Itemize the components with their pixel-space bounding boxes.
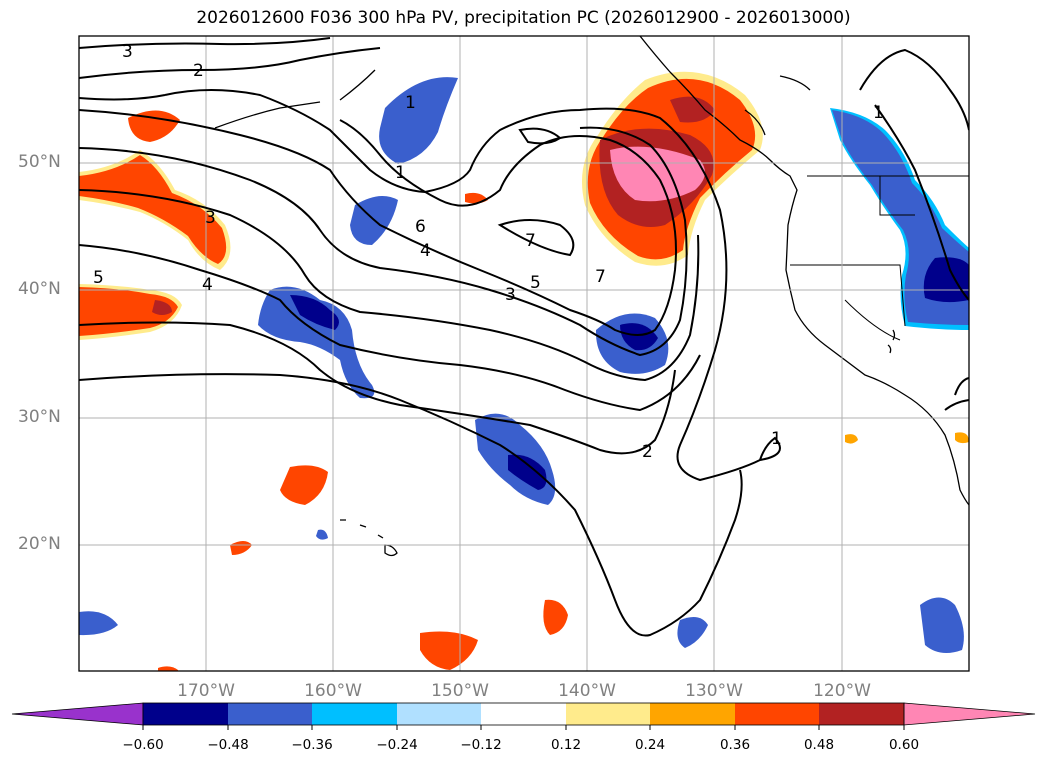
colorbar-tick-label: −0.48 xyxy=(207,737,249,753)
colorbar-extend-max xyxy=(903,702,1036,726)
colorbar-bin xyxy=(566,703,650,725)
lat-label: 20°N xyxy=(18,534,61,554)
pv-label: 1 xyxy=(405,93,416,113)
pv-label: 4 xyxy=(202,275,213,295)
lon-label: 120°W xyxy=(813,681,871,701)
colorbar xyxy=(11,702,1036,730)
pv-label: 7 xyxy=(525,231,536,251)
pv-contour-7-loop-a xyxy=(497,219,575,257)
north-america-coast xyxy=(639,36,969,506)
colorbar-bin xyxy=(312,703,397,725)
colorbar-tick-label: −0.36 xyxy=(291,737,333,753)
coastlines xyxy=(214,36,969,557)
pv-contours xyxy=(79,37,969,637)
map-area: 3 2 1 1 3 6 4 4 5 3 7 7 5 2 1 1 xyxy=(79,36,969,671)
pv-contour-2-south xyxy=(79,373,743,637)
pv-contour-2-north xyxy=(79,47,381,79)
colorbar-tick-label: 0.48 xyxy=(803,737,835,753)
colorbar-bin xyxy=(735,703,819,725)
pv-label: 5 xyxy=(530,273,541,293)
colorbar-tick-label: 0.36 xyxy=(719,737,751,753)
aleutian-islands xyxy=(214,101,321,129)
colorbar-frame xyxy=(142,702,905,726)
pv-label: 6 xyxy=(415,217,426,237)
pv-contour-3-north xyxy=(79,37,331,49)
colorbar-tick-label: −0.60 xyxy=(122,737,164,753)
colorbar-extend-min xyxy=(11,702,144,726)
pv-contour-1-jet xyxy=(164,89,781,482)
colorbar-tick-label: −0.24 xyxy=(376,737,418,753)
chart-title: 2026012600 F036 300 hPa PV, precipitatio… xyxy=(196,8,851,28)
pv-label: 4 xyxy=(420,241,431,261)
pv-contour-4-west xyxy=(79,244,701,412)
colorbar-tick-label: 0.60 xyxy=(888,737,920,753)
colorbar-bin xyxy=(143,703,228,725)
pv-contour-labels: 3 2 1 1 3 6 4 4 5 3 7 7 5 2 1 1 xyxy=(93,42,884,462)
pv-contour-ring-3 xyxy=(79,189,700,382)
colorbar-bin xyxy=(481,703,566,725)
pv-label: 3 xyxy=(505,285,516,305)
lat-label: 30°N xyxy=(18,407,61,427)
colorbar-bin xyxy=(397,703,481,725)
pv-label: 1 xyxy=(395,163,406,183)
pv-label: 1 xyxy=(771,429,782,449)
lat-label: 50°N xyxy=(18,152,61,172)
political-borders xyxy=(790,175,969,341)
pv-contour-ring-2 xyxy=(79,126,688,357)
colorbar-tick-label: 0.24 xyxy=(634,737,666,753)
lon-label: 130°W xyxy=(685,681,743,701)
pv-label: 5 xyxy=(93,268,104,288)
lon-label: 160°W xyxy=(304,681,362,701)
pv-contour-3-south xyxy=(79,321,676,455)
colorbar-bin xyxy=(228,703,312,725)
lon-label: 140°W xyxy=(558,681,616,701)
gridlines xyxy=(79,36,969,671)
hawaii-islands xyxy=(340,519,398,557)
lon-label: 150°W xyxy=(431,681,489,701)
pv-label: 1 xyxy=(873,103,884,123)
colorbar-tick-label: 0.12 xyxy=(550,737,582,753)
pv-contour-ring-1 xyxy=(79,109,677,336)
colorbar-bin xyxy=(819,703,904,725)
lon-label: 170°W xyxy=(177,681,235,701)
pv-label: 3 xyxy=(122,42,133,62)
pv-label: 2 xyxy=(193,61,204,81)
lat-label: 40°N xyxy=(18,279,61,299)
pv-label: 7 xyxy=(595,267,606,287)
pv-label: 3 xyxy=(205,208,216,228)
precip-blob-gulf-alaska xyxy=(379,77,458,164)
colorbar-tick-label: −0.12 xyxy=(460,737,502,753)
pv-label: 2 xyxy=(642,442,653,462)
map-frame xyxy=(78,35,970,672)
colorbar-bin xyxy=(650,703,735,725)
